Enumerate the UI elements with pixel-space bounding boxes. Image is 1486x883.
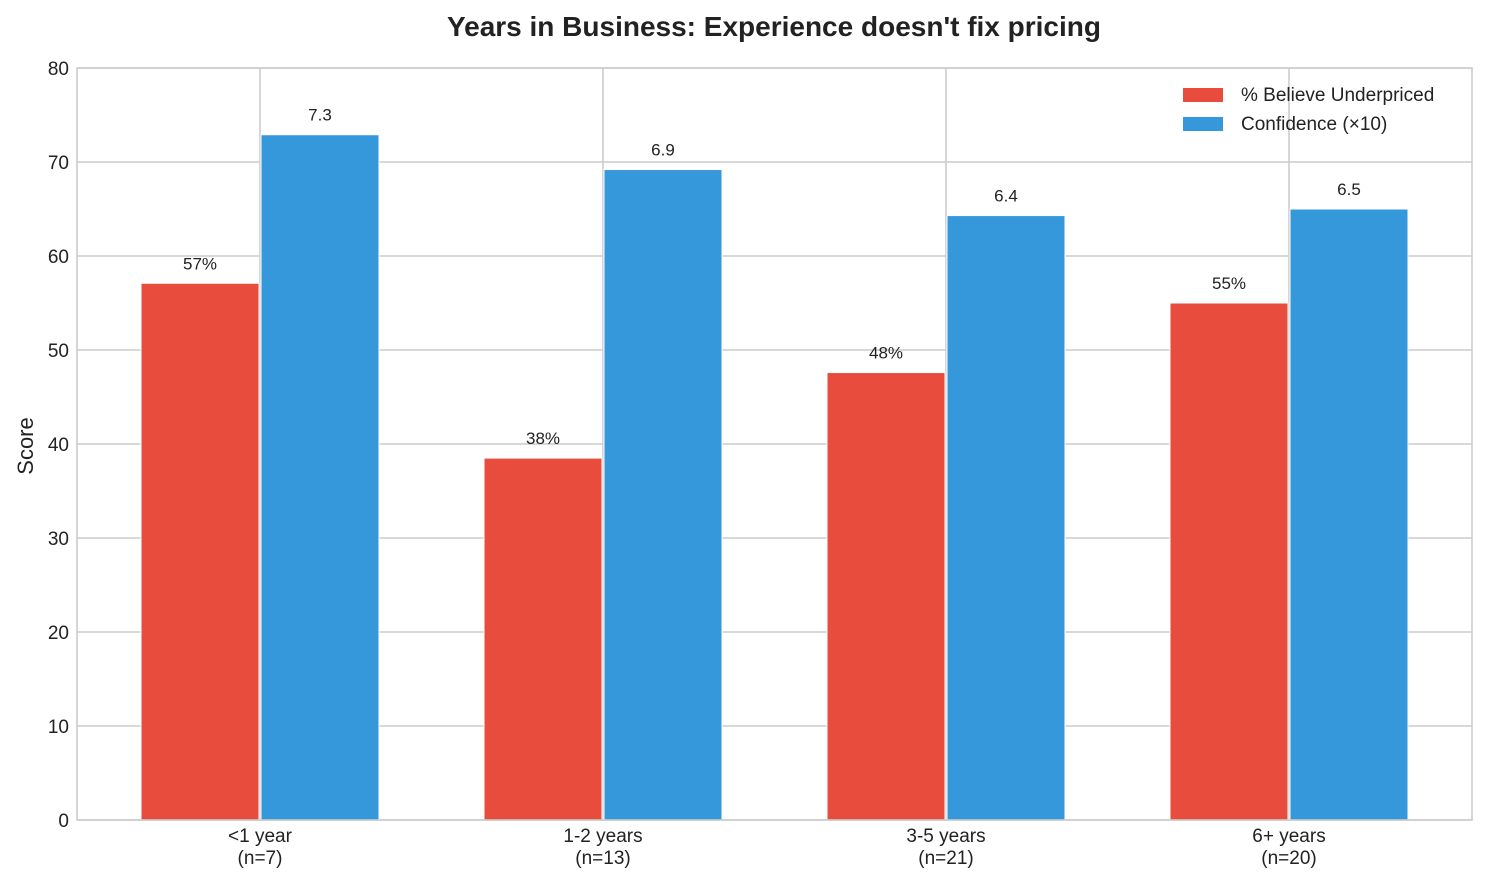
y-tick-label: 30 xyxy=(48,529,69,550)
x-tick-label: 3-5 years xyxy=(906,826,985,847)
data-label: 38% xyxy=(526,429,560,448)
y-tick-label: 10 xyxy=(48,717,69,738)
plot-frame xyxy=(76,67,1473,821)
y-tick-label: 70 xyxy=(48,153,69,174)
legend-swatch xyxy=(1183,117,1223,131)
bar-underpriced xyxy=(483,457,603,821)
x-tick-label: 1-2 years xyxy=(563,826,642,847)
legend-label: Confidence (×10) xyxy=(1241,114,1387,135)
y-tick-label: 60 xyxy=(48,247,69,268)
data-label: 6.9 xyxy=(651,141,675,160)
bar-underpriced xyxy=(1169,302,1289,821)
legend-label: % Believe Underpriced xyxy=(1241,85,1434,106)
legend-swatch xyxy=(1183,88,1223,102)
data-label: 57% xyxy=(183,254,217,273)
x-tick-label: 6+ years xyxy=(1252,826,1325,847)
data-label: 7.3 xyxy=(308,106,332,125)
bar-underpriced xyxy=(140,282,260,821)
data-label: 6.5 xyxy=(1337,180,1361,199)
x-tick-label: <1 year xyxy=(228,826,293,847)
legend: % Believe Underpriced Confidence (×10) xyxy=(1183,85,1434,135)
bar-confidence xyxy=(603,169,723,821)
data-label: 48% xyxy=(869,344,903,363)
y-tick-label: 0 xyxy=(58,811,69,832)
y-axis-label: Score xyxy=(13,417,38,474)
bar-confidence xyxy=(1289,208,1409,821)
bar-confidence xyxy=(946,215,1066,821)
y-tick-label: 80 xyxy=(48,59,69,80)
bar-confidence xyxy=(260,134,380,821)
x-tick-sublabel: (n=21) xyxy=(918,848,973,869)
bar-underpriced xyxy=(826,372,946,821)
data-label: 6.4 xyxy=(994,187,1018,206)
x-tick-sublabel: (n=7) xyxy=(238,848,283,869)
data-label: 55% xyxy=(1212,274,1246,293)
x-tick-sublabel: (n=13) xyxy=(575,848,630,869)
y-tick-label: 50 xyxy=(48,341,69,362)
x-tick-sublabel: (n=20) xyxy=(1261,848,1316,869)
y-tick-label: 40 xyxy=(48,435,69,456)
chart-title: Years in Business: Experience doesn't fi… xyxy=(447,11,1101,42)
y-tick-label: 20 xyxy=(48,623,69,644)
